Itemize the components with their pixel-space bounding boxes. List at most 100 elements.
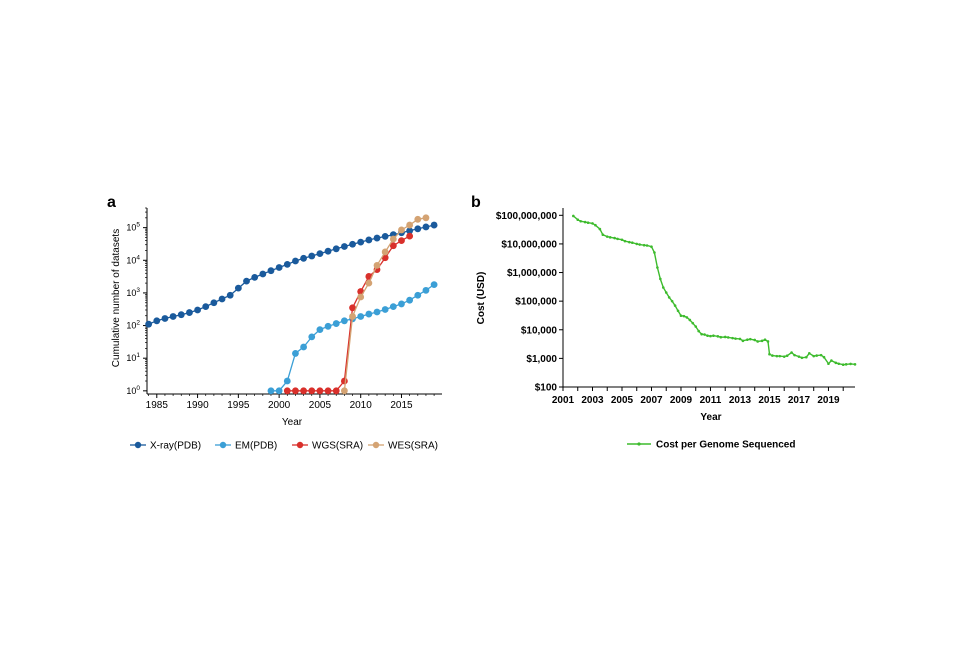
panel-b-x-tick-label: 2005 bbox=[611, 395, 634, 406]
panel-a-x-axis-label: Year bbox=[282, 417, 303, 428]
panel-a-data-point bbox=[324, 387, 332, 395]
panel-a-data-point bbox=[145, 320, 153, 328]
panel-a-data-point bbox=[275, 387, 283, 395]
panel-b-y-axis-label: Cost (USD) bbox=[476, 272, 487, 325]
panel-b-x-ticks: 2001 2003 2005 2007 2009 2011 2013 2015 2017 2019 bbox=[552, 387, 844, 406]
panel-a-legend-swatch-marker bbox=[134, 441, 142, 449]
panel-b-data-point bbox=[635, 242, 639, 246]
panel-a-legend-label: EM(PDB) bbox=[235, 441, 277, 452]
panel-b-data-point bbox=[591, 222, 594, 225]
panel-b-data-point bbox=[638, 243, 641, 246]
panel-b-x-tick-label: 2001 bbox=[552, 395, 575, 406]
panel-b-data-point bbox=[656, 266, 659, 269]
panel-b-data-point bbox=[631, 241, 634, 245]
panel-b-data-point bbox=[679, 314, 683, 318]
panel-b-data-point bbox=[807, 352, 811, 355]
panel-a-y-tick-label: 101 bbox=[126, 352, 140, 363]
panel-a-data-point bbox=[186, 309, 193, 316]
panel-b-data-point bbox=[601, 233, 605, 237]
panel-a-data-point bbox=[332, 245, 340, 253]
panel-a-data-point bbox=[430, 281, 438, 288]
panel-a-data-point bbox=[283, 377, 291, 385]
panel-b-data-point bbox=[741, 339, 745, 343]
panel-b-data-point bbox=[805, 355, 808, 359]
panel-b-x-tick-label: 2019 bbox=[817, 395, 840, 406]
panel-a-data-point bbox=[365, 236, 373, 244]
panel-a-data-point bbox=[381, 248, 389, 256]
panel-b-series-0 bbox=[572, 214, 857, 367]
panel-a-legend-label: X-ray(PDB) bbox=[150, 441, 201, 452]
panel-a-data-point bbox=[218, 295, 226, 303]
panel-b-x-tick-label: 2009 bbox=[670, 395, 693, 406]
panel-b-data-point bbox=[815, 354, 818, 357]
panel-a-data-point bbox=[430, 221, 438, 229]
panel-a-data-point bbox=[389, 242, 397, 250]
panel-b-data-point bbox=[830, 359, 833, 362]
panel-b-data-point bbox=[667, 296, 671, 299]
panel-a-data-point bbox=[398, 300, 405, 308]
panel-a-data-point bbox=[332, 320, 340, 327]
panel-a-data-point bbox=[422, 286, 430, 294]
panel-a-data-point bbox=[340, 317, 348, 325]
panel-b-legend-label: Cost per Genome Sequenced bbox=[656, 440, 795, 451]
panel-b-data-point bbox=[793, 353, 796, 357]
panel-b-data-point bbox=[748, 337, 752, 341]
panel-a-data-point bbox=[373, 308, 381, 316]
panel-b-data-point bbox=[760, 339, 764, 343]
panel-b-data-point bbox=[583, 220, 587, 224]
panel-a-data-point bbox=[381, 306, 389, 313]
panel-b-data-point bbox=[645, 244, 649, 247]
panel-b-x-tick-label: 2017 bbox=[788, 395, 811, 406]
panel-b-y-tick-label: $100,000,000 bbox=[496, 211, 558, 222]
panel-b-data-point bbox=[700, 332, 703, 336]
panel-a-legend-entry: WES(SRA) bbox=[368, 441, 438, 452]
panel-a-data-point bbox=[308, 252, 316, 260]
panel-a-data-point bbox=[406, 232, 414, 240]
panel-a-data-point bbox=[194, 306, 201, 314]
panel-a-x-tick-label: 2005 bbox=[309, 400, 332, 411]
panel-a-series bbox=[145, 214, 438, 395]
panel-a-data-point bbox=[308, 387, 316, 395]
panel-b-data-point bbox=[661, 286, 665, 289]
panel-b-data-point bbox=[849, 362, 852, 366]
panel-b-data-point bbox=[572, 214, 575, 218]
panel-b-data-point bbox=[775, 354, 779, 358]
panel-a-data-point bbox=[300, 343, 308, 351]
panel-a-x-ticks: 1985 1990 1995 2000 2005 2010 2015 bbox=[146, 394, 435, 411]
panel-b: b $100$1,000$10,000$100,000$1,000,000$10… bbox=[471, 194, 857, 451]
panel-b-data-point bbox=[594, 223, 597, 227]
panel-b-data-point bbox=[822, 355, 826, 359]
panel-a-data-point bbox=[243, 277, 250, 285]
panel-b-data-point bbox=[853, 363, 857, 366]
panel-b-data-point bbox=[579, 219, 582, 223]
panel-a-data-point bbox=[349, 304, 356, 312]
panel-b-data-point bbox=[763, 338, 767, 341]
panel-b-data-point bbox=[827, 362, 830, 366]
panel-b-legend-entry: Cost per Genome Sequenced bbox=[627, 440, 795, 451]
panel-a-x-tick-label: 2015 bbox=[390, 400, 413, 411]
panel-a: a 100 101 102 103 104 105 1985 1990 1995 2000 200… bbox=[107, 194, 442, 452]
panel-a-data-point bbox=[308, 333, 316, 341]
panel-a-data-point bbox=[414, 291, 422, 299]
panel-b-data-point bbox=[659, 277, 662, 281]
panel-a-data-point bbox=[324, 247, 332, 255]
panel-b-data-point bbox=[768, 352, 771, 356]
panel-a-data-point bbox=[283, 387, 291, 395]
panel-b-data-point bbox=[782, 355, 786, 358]
panel-b-letter: b bbox=[471, 194, 481, 211]
panel-a-data-point bbox=[373, 261, 381, 269]
panel-a-series-0 bbox=[145, 221, 438, 328]
panel-b-data-point bbox=[586, 221, 590, 225]
panel-a-data-point bbox=[406, 221, 414, 229]
panel-a-legend-swatch-marker bbox=[372, 441, 380, 449]
panel-b-legend: Cost per Genome Sequenced bbox=[627, 440, 795, 451]
panel-b-data-point bbox=[576, 218, 580, 222]
panel-b-data-point bbox=[753, 338, 757, 342]
panel-b-data-point bbox=[608, 236, 612, 239]
panel-a-data-point bbox=[406, 296, 414, 304]
panel-a-data-point bbox=[300, 254, 308, 262]
panel-a-y-ticks: 100 101 102 103 104 105 bbox=[126, 207, 147, 396]
panel-b-data-point bbox=[734, 337, 737, 340]
